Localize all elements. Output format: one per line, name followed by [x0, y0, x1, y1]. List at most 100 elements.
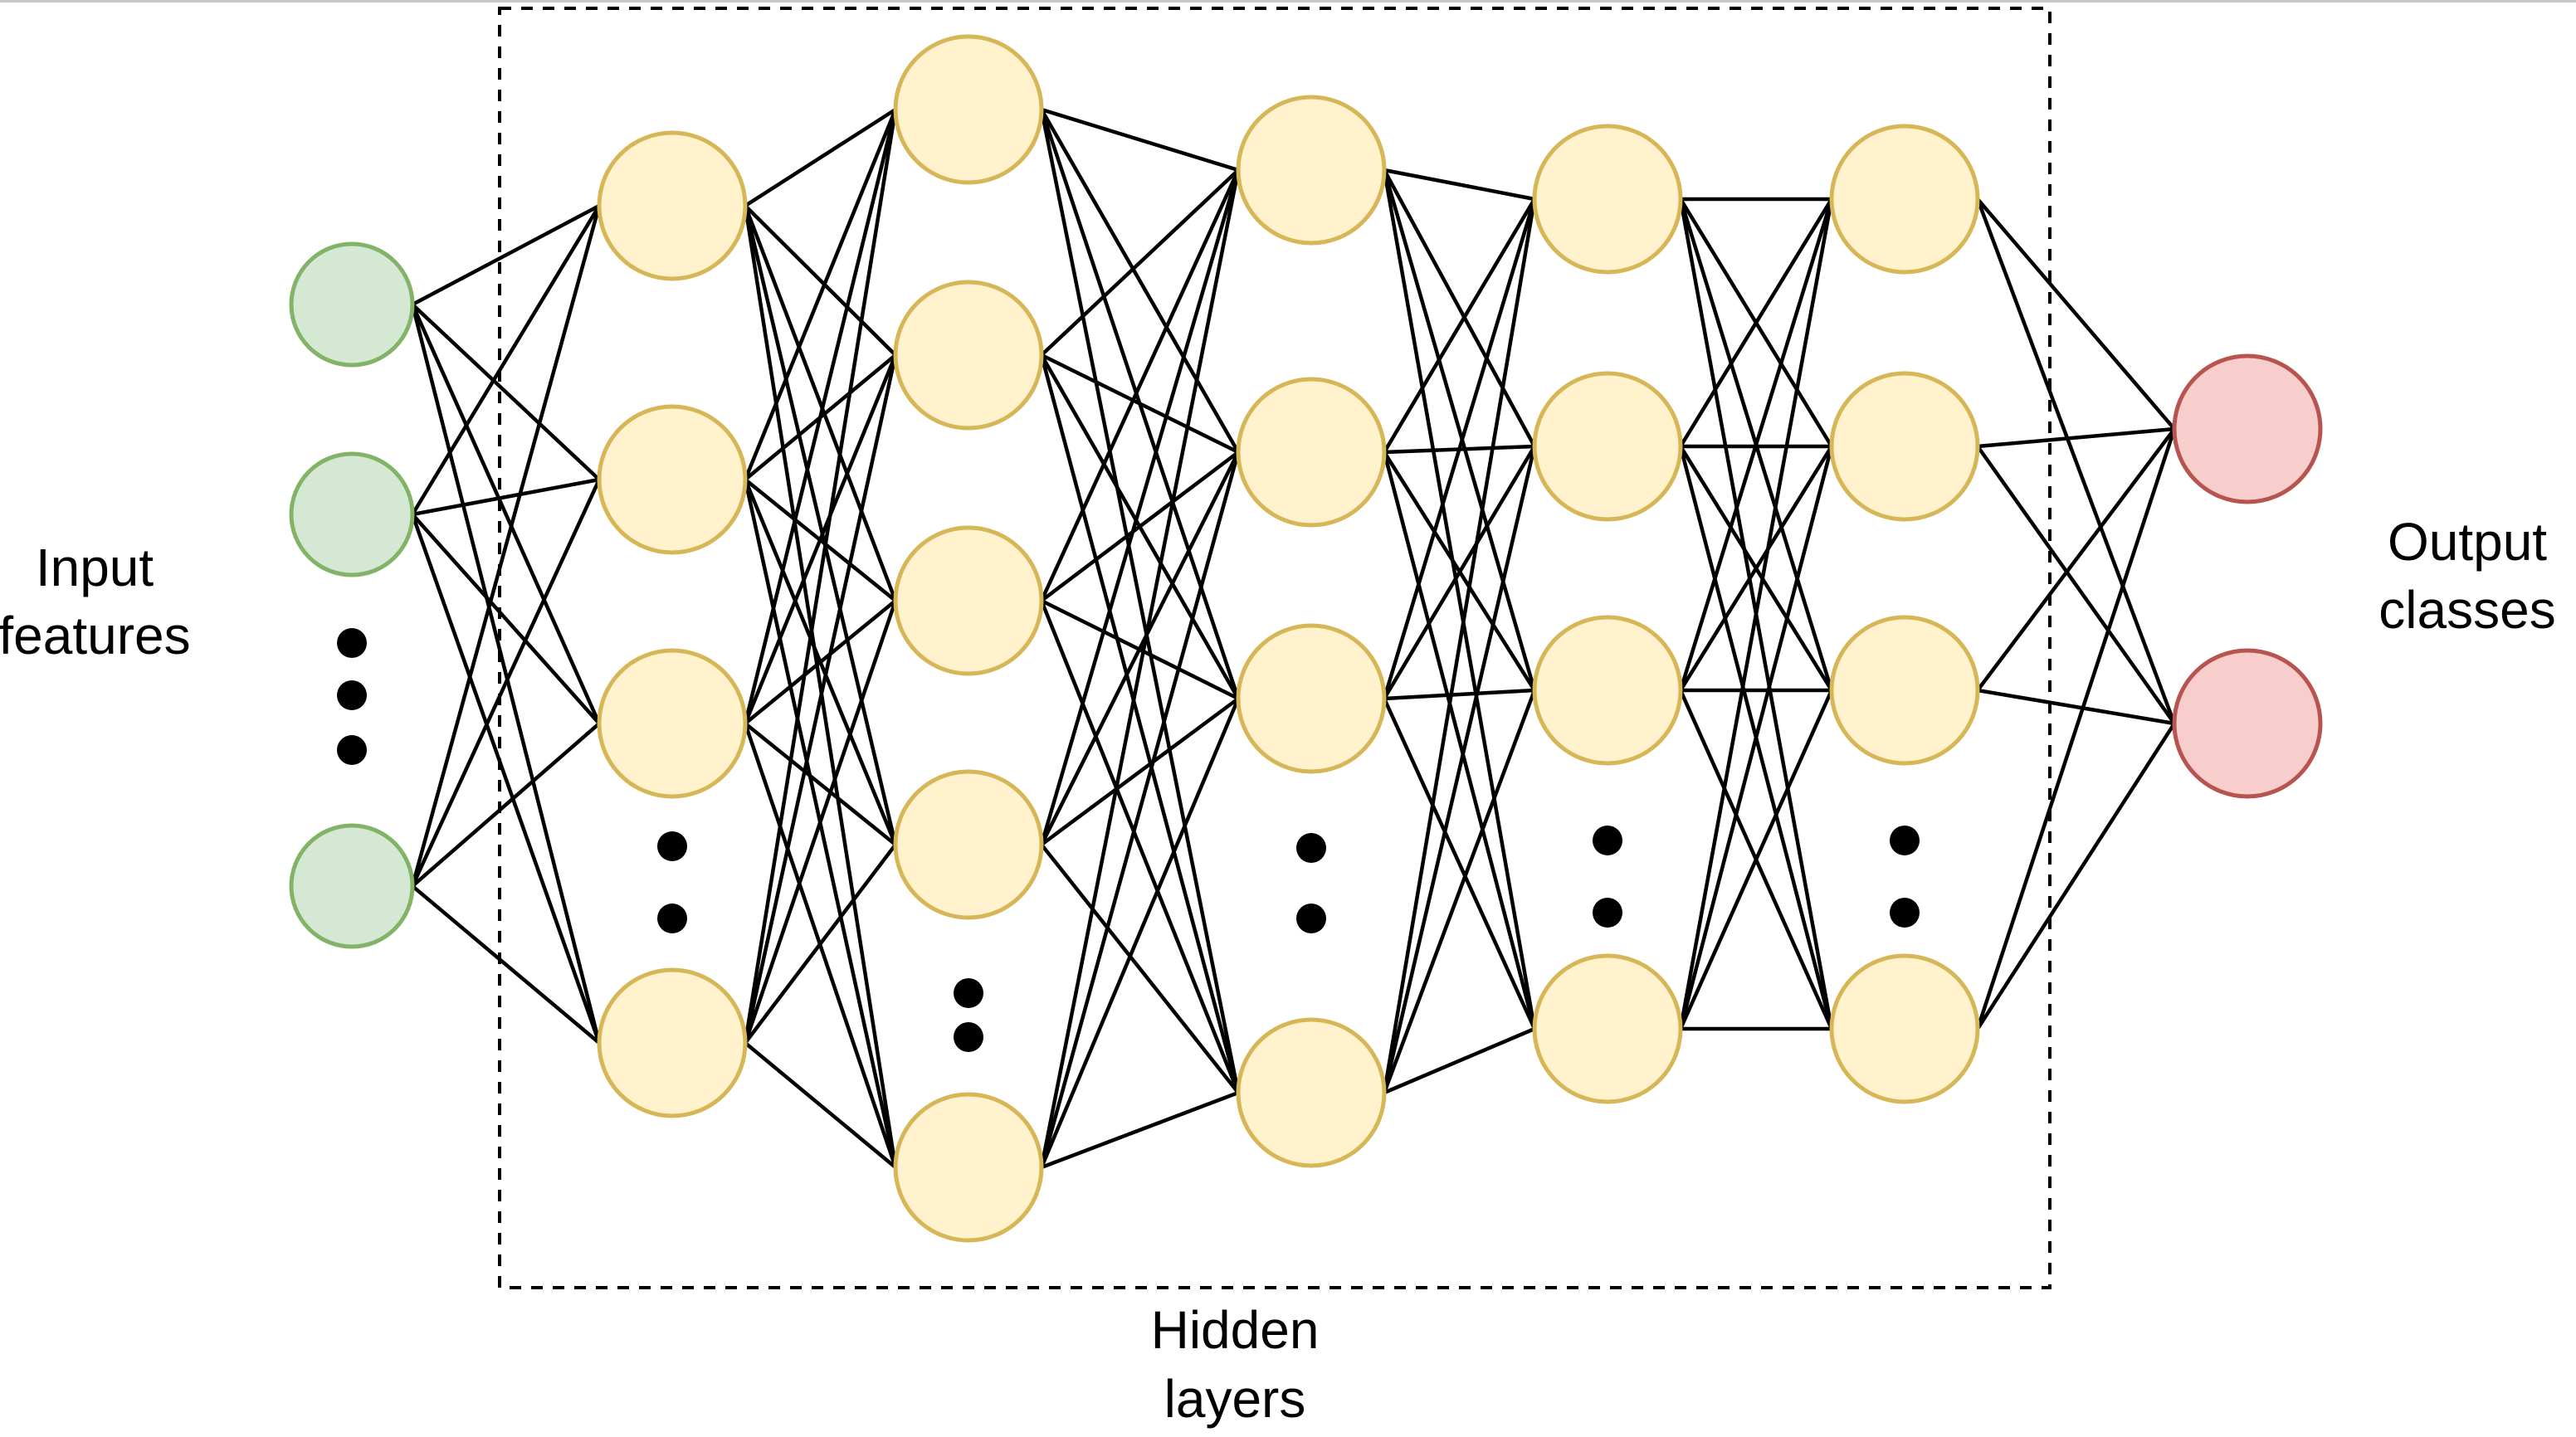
connection-edge — [1039, 107, 1241, 1095]
connection-edge — [1678, 197, 1834, 449]
connection-edge — [743, 203, 898, 1170]
top-rule — [0, 0, 2576, 2]
connection-edge — [1382, 168, 1537, 693]
connection-edge — [743, 107, 898, 482]
output-node — [2172, 353, 2323, 504]
connection-edge — [1039, 107, 1241, 455]
connection-edge — [1039, 107, 1241, 173]
connection-edge — [410, 203, 602, 889]
connection-edge — [1039, 168, 1241, 1170]
hidden-node — [1829, 953, 1980, 1104]
hidden-node — [1532, 953, 1683, 1104]
hidden-layers-label: Hidden layers — [1151, 1300, 1320, 1429]
connection-edge — [1039, 450, 1241, 603]
connection-edge — [1975, 721, 2177, 1031]
hidden-node — [1829, 124, 1980, 275]
hidden-node — [597, 130, 748, 281]
connection-edge — [743, 107, 898, 1045]
ellipsis-dot — [657, 831, 687, 861]
ellipsis-dot — [337, 735, 367, 765]
connection-edge — [1678, 444, 1834, 693]
ellipsis-dot — [1296, 833, 1326, 863]
output-classes-label: Output classes — [2378, 512, 2555, 640]
connection-edge — [1382, 688, 1537, 701]
hidden-node — [1829, 615, 1980, 766]
connection-edge — [410, 512, 602, 1045]
connection-edge — [1039, 842, 1241, 1095]
hidden-node — [893, 280, 1044, 431]
hidden-node — [1532, 615, 1683, 766]
connection-edge — [743, 721, 898, 847]
connection-edge — [1039, 353, 1241, 455]
ellipsis-dot — [1890, 898, 1920, 928]
connection-edge — [1382, 168, 1537, 449]
hidden-node — [1829, 371, 1980, 522]
connection-edge — [743, 1040, 898, 1170]
hidden-node — [1236, 377, 1387, 528]
output-node — [2172, 648, 2323, 799]
connections — [410, 107, 2177, 1170]
hidden-node — [1236, 1017, 1387, 1168]
connection-edge — [1975, 197, 2177, 431]
connection-edge — [1039, 450, 1241, 1170]
ellipsis-dot — [1890, 826, 1920, 855]
ellipsis-dot — [657, 904, 687, 933]
input-features-label: Input features — [0, 538, 191, 665]
connection-edge — [743, 353, 898, 1045]
hidden-layers-frame — [498, 7, 2052, 1289]
connection-edge — [410, 203, 602, 517]
connection-edge — [1382, 1026, 1537, 1095]
ellipsis-dot — [337, 628, 367, 658]
ellipsis-dot — [337, 680, 367, 710]
connection-edge — [743, 107, 898, 726]
connection-edge — [410, 302, 602, 482]
connection-edge — [1382, 197, 1537, 1095]
connection-edge — [410, 302, 602, 1045]
connection-edge — [1039, 168, 1241, 358]
connection-edge — [1678, 688, 1834, 1031]
ellipsis-dot — [1296, 904, 1326, 933]
connection-edge — [1039, 1090, 1241, 1170]
connection-edge — [1382, 197, 1537, 455]
ellipsis-dot — [954, 978, 983, 1008]
connection-edge — [410, 884, 602, 1045]
connection-edge — [1039, 598, 1241, 1095]
connection-edge — [1039, 353, 1241, 1095]
connection-edge — [1382, 444, 1537, 701]
hidden-node — [1236, 623, 1387, 774]
connection-edge — [1382, 444, 1537, 1095]
connection-edge — [1039, 168, 1241, 603]
connection-edge — [1975, 688, 2177, 726]
hidden-node — [1532, 124, 1683, 275]
connection-edge — [1382, 168, 1537, 1031]
connection-edge — [1039, 696, 1241, 1170]
connection-edge — [1975, 197, 2177, 726]
connection-edge — [1382, 197, 1537, 701]
input-label-line-1: Input — [36, 538, 154, 597]
connection-edge — [743, 598, 898, 726]
connection-edge — [743, 353, 898, 726]
hidden-node — [597, 648, 748, 799]
input-node — [289, 823, 415, 949]
hidden-label-line-2: layers — [1164, 1369, 1306, 1429]
hidden-node — [893, 1092, 1044, 1243]
output-label-line-2: classes — [2378, 580, 2555, 640]
connection-edge — [1382, 168, 1537, 202]
connection-edge — [743, 598, 898, 1045]
connection-edge — [1975, 444, 2177, 726]
connection-edge — [743, 203, 898, 358]
connection-edge — [1382, 450, 1537, 1031]
connection-edge — [1975, 426, 2177, 449]
hidden-node — [893, 525, 1044, 676]
hidden-label-line-1: Hidden — [1151, 1300, 1320, 1360]
connection-edge — [1039, 168, 1241, 847]
ellipsis-marks — [337, 628, 1920, 1052]
neurons — [289, 34, 2323, 1243]
connection-edge — [743, 107, 898, 208]
hidden-node — [893, 769, 1044, 920]
connection-edge — [1039, 696, 1241, 847]
connection-edge — [1678, 444, 1834, 1031]
connection-edge — [743, 203, 898, 603]
connection-edge — [410, 512, 602, 726]
